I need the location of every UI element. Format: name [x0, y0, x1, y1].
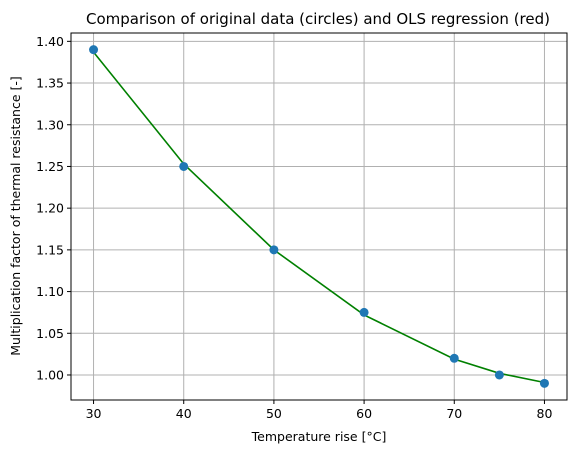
chart-title: Comparison of original data (circles) an… [86, 10, 550, 28]
y-tick-label: 1.15 [36, 242, 64, 257]
y-tick-label: 1.30 [36, 117, 64, 132]
x-axis-label: Temperature rise [°C] [251, 429, 387, 444]
data-point [449, 353, 459, 363]
data-point [359, 307, 369, 317]
y-axis-label: Multiplication factor of thermal resista… [8, 76, 23, 356]
data-point [89, 45, 99, 55]
y-axis: 1.00 1.05 1.10 1.15 1.20 1.25 1.30 1.35 1.40 [36, 34, 71, 382]
y-tick-label: 1.10 [36, 284, 64, 299]
y-tick-label: 1.25 [36, 159, 64, 174]
y-tick-label: 1.05 [36, 326, 64, 341]
data-point [539, 378, 549, 388]
x-tick-label: 70 [446, 406, 462, 421]
x-tick-label: 30 [86, 406, 102, 421]
x-axis: 30 40 50 60 70 80 [86, 400, 553, 421]
y-tick-label: 1.20 [36, 201, 64, 216]
y-tick-label: 1.40 [36, 34, 64, 49]
y-tick-label: 1.00 [36, 367, 64, 382]
grid [71, 33, 567, 400]
data-point [179, 161, 189, 171]
x-tick-label: 40 [176, 406, 192, 421]
data-point [269, 245, 279, 255]
y-tick-label: 1.35 [36, 76, 64, 91]
data-point [494, 370, 504, 380]
x-tick-label: 50 [266, 406, 282, 421]
data-points-group [89, 45, 549, 388]
plot-frame [70, 32, 568, 401]
x-tick-label: 60 [356, 406, 372, 421]
x-tick-label: 80 [537, 406, 553, 421]
